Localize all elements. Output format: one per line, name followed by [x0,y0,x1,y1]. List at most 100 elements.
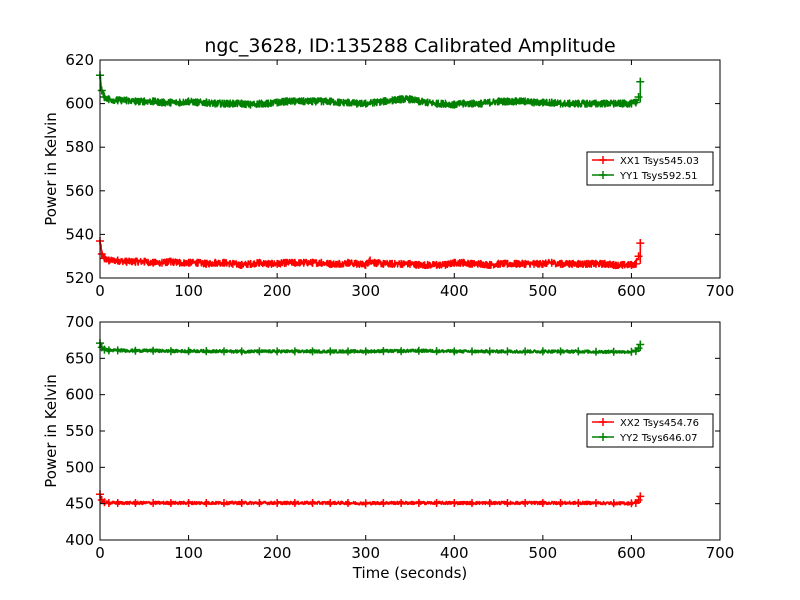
data-point-marker [450,498,459,507]
data-point-marker [140,257,149,266]
data-point-marker [220,498,228,507]
x-tick-label: 400 [440,282,469,300]
subplot-2: 0 100 200 300 400 500 600 700 400 450 500 550 600 650… [42,313,734,582]
data-point-marker [131,346,140,355]
data-point-marker [503,259,512,268]
legend-marker [599,433,607,441]
data-point-marker [335,98,344,107]
data-point-marker [583,259,592,268]
legend-label: YY2 Tsys646.07 [619,433,698,444]
data-point-marker [441,260,450,269]
data-point-marker [104,346,113,355]
data-point-marker [547,258,556,267]
data-point-marker [273,498,282,507]
data-point-marker [485,260,494,269]
data-point-marker [366,256,375,265]
data-point-marker [476,99,485,108]
data-point-marker [432,498,441,507]
data-point-marker [326,97,335,106]
data-point-marker [556,498,565,507]
data-point-marker [512,259,521,268]
data-point-marker [423,260,432,269]
data-point-marker [538,98,547,107]
data-point-marker [556,99,565,108]
data-point-marker [530,259,538,268]
data-point-marker [255,347,264,356]
data-point-marker [631,259,640,268]
y-tick-label: 600 [65,386,94,404]
data-point-marker [634,344,643,353]
data-point-marker [521,97,530,106]
data-point-marker [149,97,158,106]
data-point-marker [397,259,406,268]
x-tick-label: 0 [95,282,105,300]
data-point-marker [184,347,193,356]
y-tick-label: 560 [65,182,94,200]
data-point-marker [397,347,406,356]
data-point-marker [104,256,113,265]
series-xx1 [96,236,645,270]
data-point-marker [299,97,308,106]
data-point-marker [344,98,352,107]
y-tick-label: 520 [65,269,94,287]
x-tick-label: 400 [440,544,469,562]
data-point-marker [175,258,184,267]
data-point-marker [273,347,282,356]
series-yy1 [96,71,645,109]
data-point-marker [246,259,255,268]
legend-item: XX1 Tsys545.03 [592,156,699,167]
data-point-marker [370,258,379,267]
y-tick-label: 650 [65,349,94,367]
x-tick-label: 600 [617,282,646,300]
legend-item: XX2 Tsys454.76 [592,418,699,429]
data-point-marker [600,259,609,268]
data-point-marker [432,99,441,108]
y-tick-label: 620 [65,51,94,69]
data-point-marker [609,99,618,108]
data-point-marker [565,99,574,108]
data-point-marker [556,347,565,356]
legend-label: YY1 Tsys592.51 [619,171,698,182]
data-point-marker [211,99,220,108]
x-tick-label: 300 [351,544,380,562]
data-point-marker [184,97,193,106]
data-point-marker [131,97,140,106]
data-point-marker [158,258,166,267]
y-axis-label: Power in Kelvin [42,112,60,226]
data-point-marker [220,258,228,267]
legend-label: XX2 Tsys454.76 [620,418,699,429]
data-point-marker [282,97,290,106]
data-point-marker [432,260,441,269]
data-point-marker [290,347,299,356]
y-tick-label: 580 [65,138,94,156]
data-point-marker [432,347,441,356]
data-point-marker [459,258,468,267]
data-point-marker [228,99,237,108]
data-point-marker [503,498,512,507]
data-point-marker [459,99,468,108]
data-point-marker [97,86,106,95]
data-point-marker [565,259,574,268]
data-point-marker [220,347,228,356]
data-point-marker [634,252,643,261]
data-point-marker [450,347,459,356]
data-point-marker [184,258,193,267]
x-tick-label: 500 [529,282,558,300]
data-point-marker [308,258,317,267]
data-point-marker [299,258,308,267]
data-point-marker [406,95,414,104]
subplot-1: 0 100 200 300 400 500 600 700 520 540 560 580 600 620… [42,35,734,300]
data-point-marker [237,99,246,108]
data-point-marker [166,498,175,507]
x-axis-label: Time (seconds) [352,564,468,582]
data-point-marker [193,258,202,267]
data-point-marker [326,347,335,356]
series-trace [99,341,639,355]
x-tick-label: 200 [263,544,292,562]
data-point-marker [264,259,273,268]
data-point-marker [618,260,627,269]
data-point-marker [202,347,211,356]
legend-label: XX1 Tsys545.03 [620,156,699,167]
